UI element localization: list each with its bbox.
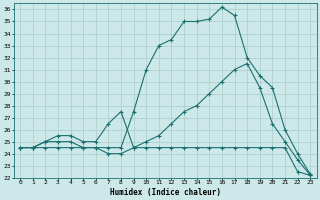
X-axis label: Humidex (Indice chaleur): Humidex (Indice chaleur) (110, 188, 220, 197)
